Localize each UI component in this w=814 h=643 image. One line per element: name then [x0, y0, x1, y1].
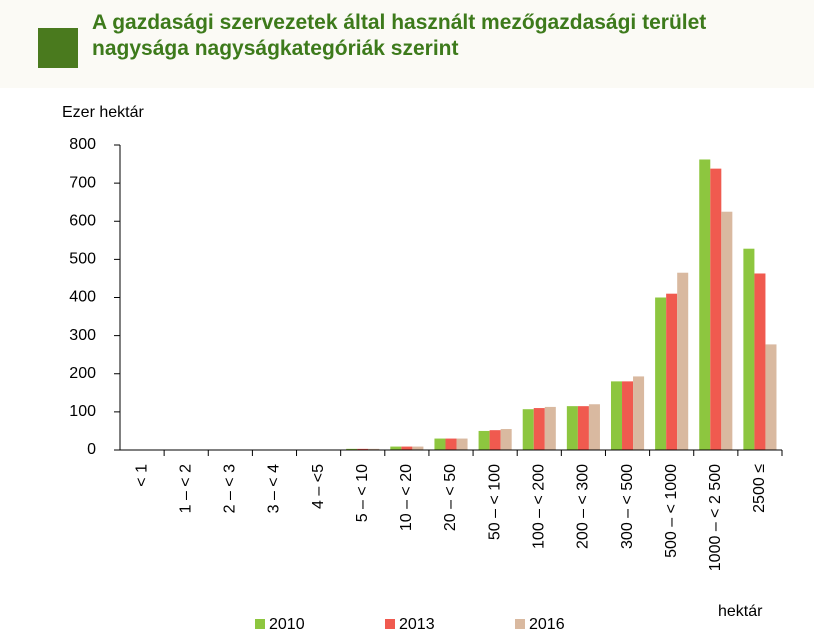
bar — [666, 293, 678, 450]
y-tick-label: 500 — [69, 251, 96, 268]
x-tick-label: 200 – < 300 — [575, 464, 592, 549]
legend-label: 2016 — [529, 616, 565, 633]
x-tick-label: 10 – < 20 — [398, 464, 415, 531]
bar — [566, 406, 578, 450]
y-tick-label: 300 — [69, 327, 96, 344]
x-tick-label: 1000 – < 2 500 — [707, 464, 724, 571]
bar — [633, 376, 645, 450]
x-tick-label: 2500 ≤ — [751, 464, 768, 513]
x-tick-label: 5 – < 10 — [354, 464, 371, 522]
bar — [412, 446, 424, 450]
bar — [710, 168, 722, 450]
x-tick-label: 300 – < 500 — [619, 464, 636, 549]
y-tick-label: 100 — [69, 403, 96, 420]
bar — [357, 448, 369, 450]
bar — [445, 438, 457, 450]
bar — [577, 406, 589, 450]
bar — [743, 248, 755, 450]
x-axis-label: hektár — [718, 603, 763, 620]
y-tick-label: 200 — [69, 365, 96, 382]
bar — [390, 446, 402, 450]
y-tick-label: 400 — [69, 289, 96, 306]
bar — [533, 408, 545, 450]
bar — [677, 272, 689, 450]
y-tick-label: 0 — [87, 441, 96, 458]
x-tick-label: 100 – < 200 — [530, 464, 547, 549]
bar — [522, 409, 534, 450]
legend-swatch — [255, 619, 265, 629]
bar — [489, 430, 501, 450]
bar — [699, 159, 711, 451]
x-tick-label: 20 – < 50 — [442, 464, 459, 531]
legend-label: 2013 — [399, 616, 435, 633]
x-tick-label: 1 – < 2 — [177, 464, 194, 513]
bar — [401, 446, 413, 450]
legend-swatch — [515, 619, 525, 629]
bar — [588, 404, 600, 450]
x-tick-label: 50 – < 100 — [486, 464, 503, 540]
bar — [765, 344, 777, 450]
bar — [544, 406, 556, 450]
bar — [754, 273, 766, 450]
x-tick-label: 2 – < 3 — [222, 464, 239, 513]
bar — [622, 381, 634, 450]
x-tick-label: 4 – <5 — [310, 464, 327, 509]
bar — [500, 429, 512, 450]
header — [0, 0, 814, 88]
legend-swatch — [385, 619, 395, 629]
legend-label: 2010 — [269, 616, 305, 633]
bar — [655, 297, 667, 450]
y-tick-label: 800 — [69, 136, 96, 153]
bar — [478, 430, 490, 450]
y-axis-label: Ezer hektár — [62, 104, 144, 121]
bar — [610, 381, 623, 450]
bar — [721, 211, 733, 450]
bar — [456, 438, 468, 450]
bar — [346, 448, 358, 450]
y-tick-label: 600 — [69, 212, 96, 229]
bar — [368, 448, 380, 450]
x-tick-label: 500 – < 1000 — [663, 464, 680, 558]
y-tick-label: 700 — [69, 174, 96, 191]
bar — [434, 438, 446, 450]
title-marker — [38, 28, 78, 68]
x-tick-label: < 1 — [133, 464, 150, 487]
x-tick-label: 3 – < 4 — [266, 464, 283, 513]
chart-title: A gazdasági szervezetek által használt m… — [92, 11, 707, 60]
